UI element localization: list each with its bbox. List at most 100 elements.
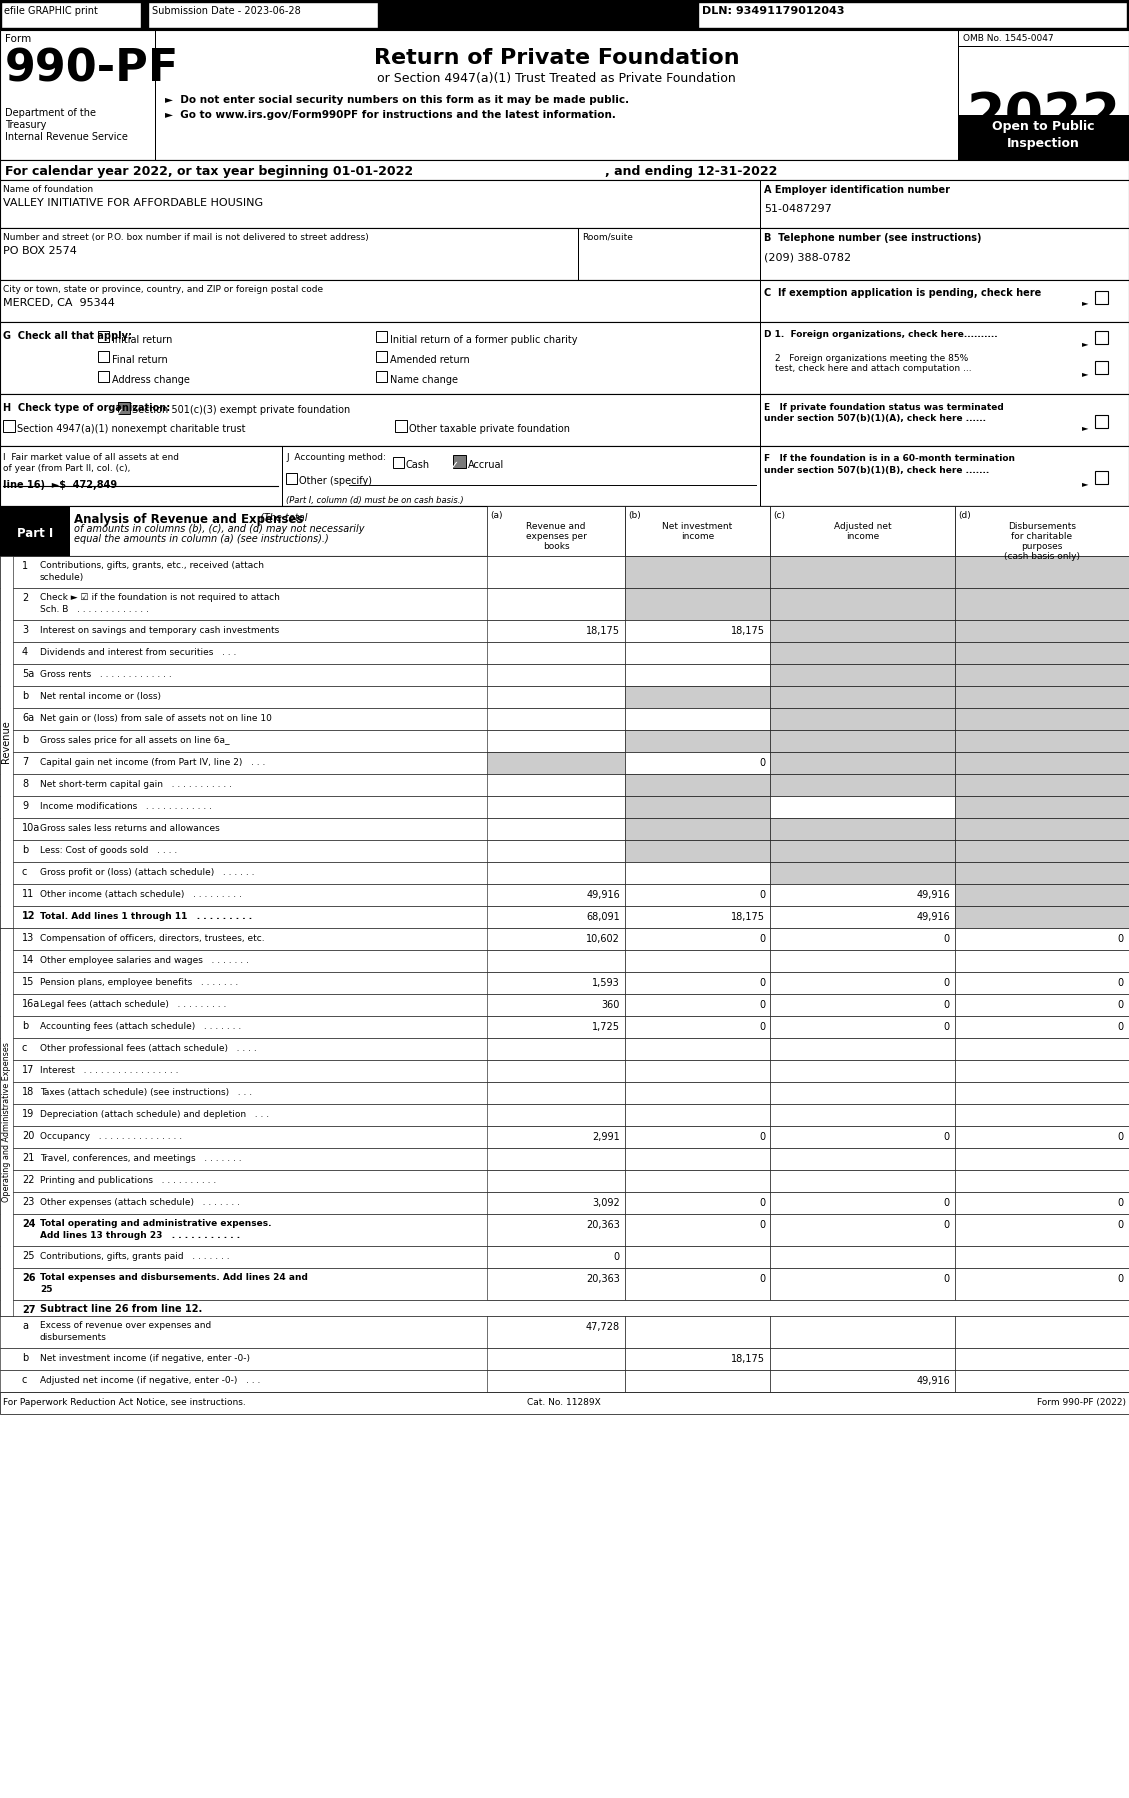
Bar [770,973,955,994]
Bar [0,773,1129,797]
Bar [0,730,1129,752]
Text: Treasury: Treasury [5,120,46,129]
Bar [0,994,1129,1016]
Text: Revenue: Revenue [1,721,11,764]
Text: Return of Private Foundation: Return of Private Foundation [374,49,739,68]
Bar [0,1316,1129,1348]
Bar [1095,331,1108,343]
Bar [955,663,1129,687]
Text: equal the amounts in column (a) (see instructions).): equal the amounts in column (a) (see ins… [75,534,329,545]
Text: 0: 0 [944,1197,949,1208]
Bar [487,556,625,588]
Text: D 1.  Foreign organizations, check here..........: D 1. Foreign organizations, check here..… [764,331,998,340]
Text: of amounts in columns (b), (c), and (d) may not necessarily: of amounts in columns (b), (c), and (d) … [75,523,365,534]
Text: (b): (b) [628,511,641,520]
Text: Internal Revenue Service: Internal Revenue Service [5,131,128,142]
Text: H  Check type of organization:: H Check type of organization: [3,403,170,414]
Bar [625,773,770,797]
Bar [955,1170,1129,1192]
Text: Name change: Name change [390,376,458,385]
Bar [955,1348,1129,1370]
Bar [625,818,770,840]
Text: Form: Form [5,34,32,43]
Bar [487,687,625,708]
Bar [0,556,1129,588]
Bar [625,906,770,928]
Text: For calendar year 2022, or tax year beginning 01-01-2022: For calendar year 2022, or tax year begi… [5,165,413,178]
Text: 19: 19 [21,1109,34,1118]
Bar [0,818,1129,840]
Text: Form 990-PF (2022): Form 990-PF (2022) [1038,1399,1126,1408]
Text: ►  Go to www.irs.gov/Form990PF for instructions and the latest information.: ► Go to www.irs.gov/Form990PF for instru… [165,110,616,120]
Bar [487,1246,625,1268]
Text: ►: ► [1082,340,1088,349]
Bar [770,752,955,773]
Bar [376,331,387,342]
Bar [625,620,770,642]
Text: 0: 0 [944,933,949,944]
Text: Analysis of Revenue and Expenses: Analysis of Revenue and Expenses [75,512,304,527]
Text: Part I: Part I [17,527,53,539]
Text: Legal fees (attach schedule)   . . . . . . . . .: Legal fees (attach schedule) . . . . . .… [40,1000,227,1009]
Text: 11: 11 [21,888,34,899]
Bar [0,160,1129,180]
Bar [0,906,1129,928]
Text: 0: 0 [759,933,765,944]
Bar [0,840,1129,861]
Bar [0,1348,1129,1370]
Text: Gross sales less returns and allowances: Gross sales less returns and allowances [40,823,220,832]
Bar [0,1037,1129,1061]
Text: 5a: 5a [21,669,34,680]
Text: 0: 0 [944,1133,949,1142]
Text: 18,175: 18,175 [586,626,620,636]
Text: 13: 13 [21,933,34,942]
Text: 0: 0 [944,1000,949,1010]
Bar [487,1214,625,1246]
Text: 0: 0 [759,1197,765,1208]
Bar [625,687,770,708]
Bar [955,773,1129,797]
Bar [955,1104,1129,1126]
Text: 3,092: 3,092 [593,1197,620,1208]
Bar [487,797,625,818]
Bar [770,1268,955,1300]
Text: J  Accounting method:: J Accounting method: [286,453,386,462]
Bar [286,473,297,484]
Bar [487,773,625,797]
Bar [487,906,625,928]
Bar [625,949,770,973]
Bar [487,1268,625,1300]
Text: test, check here and attach computation ...: test, check here and attach computation … [774,363,972,372]
Text: 51-0487297: 51-0487297 [764,203,832,214]
Bar [487,840,625,861]
Text: 20,363: 20,363 [586,1275,620,1284]
Text: Interest   . . . . . . . . . . . . . . . . .: Interest . . . . . . . . . . . . . . . .… [40,1066,178,1075]
Text: Other professional fees (attach schedule)   . . . .: Other professional fees (attach schedule… [40,1045,256,1054]
Bar [0,505,1129,556]
Text: 0: 0 [1118,1021,1124,1032]
Bar [395,421,406,432]
Bar [487,1016,625,1037]
Text: Initial return: Initial return [112,334,173,345]
Bar [955,1268,1129,1300]
Bar [955,928,1129,949]
Bar [487,1061,625,1082]
Bar [770,994,955,1016]
Bar [770,906,955,928]
Bar [770,949,955,973]
Bar [770,556,955,588]
Bar [770,663,955,687]
Bar [625,994,770,1016]
Text: Other (specify): Other (specify) [299,476,371,485]
Text: 9: 9 [21,800,28,811]
Text: 10,602: 10,602 [586,933,620,944]
Text: Cat. No. 11289X: Cat. No. 11289X [527,1399,601,1408]
Text: 0: 0 [944,1021,949,1032]
Bar [625,1147,770,1170]
Bar [0,885,1129,906]
Bar [955,885,1129,906]
Text: (cash basis only): (cash basis only) [1004,552,1080,561]
Text: 49,916: 49,916 [917,912,949,922]
Text: Total operating and administrative expenses.: Total operating and administrative expen… [40,1219,271,1228]
Text: Other employee salaries and wages   . . . . . . .: Other employee salaries and wages . . . … [40,957,248,966]
